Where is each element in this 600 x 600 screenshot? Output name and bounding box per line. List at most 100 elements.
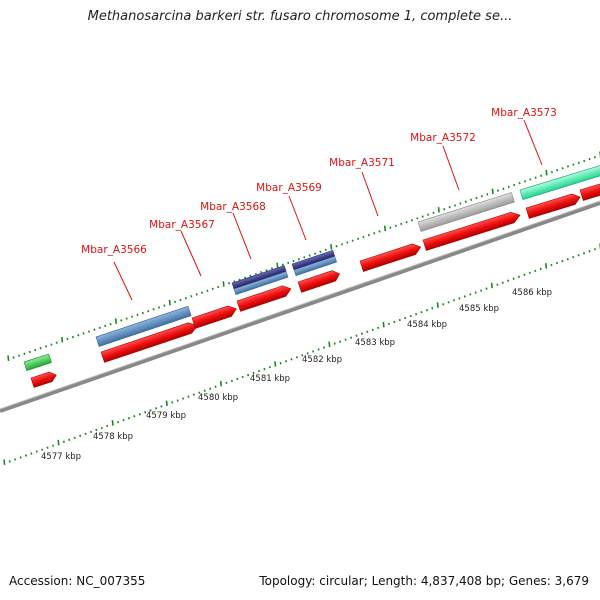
minor-tick [393,320,396,324]
minor-tick [190,295,193,298]
minor-tick [404,316,407,320]
minor-tick [539,267,542,271]
minor-tick [211,287,214,291]
gene-label-mbar-a3573[interactable]: Mbar_A3573 [491,107,557,119]
forward-gene-arrow[interactable] [236,284,293,312]
minor-tick [192,393,195,396]
major-tick [490,282,493,289]
major-tick [219,380,223,387]
minor-tick [100,426,103,430]
minor-tick [464,200,467,203]
gene-bar-mbar-a3568-b[interactable] [233,271,289,296]
gene-bar-green[interactable] [23,353,52,371]
forward-gene-arrow[interactable] [525,192,582,219]
minor-tick [225,381,228,385]
minor-tick [496,189,500,192]
minor-tick [523,180,527,183]
minor-tick [512,277,515,280]
gene-bar-mbar-a3573[interactable] [519,163,600,200]
minor-tick [163,304,166,307]
gene-label-mbar-a3571[interactable]: Mbar_A3571 [329,157,395,169]
minor-tick [555,261,559,265]
minor-tick [463,295,466,298]
forward-gene-arrow[interactable] [422,210,522,251]
minor-tick [474,291,477,294]
minor-tick [50,343,53,346]
gene-bar-mbar-a3572[interactable] [417,192,515,232]
gene-bar-mbar-a3566[interactable] [95,305,192,347]
minor-tick [470,198,473,202]
major-tick [165,400,168,407]
gene-label-mbar-a3567[interactable]: Mbar_A3567 [149,219,215,231]
forward-gene-arrow[interactable] [191,304,238,329]
minor-tick [442,303,445,306]
major-tick [491,188,494,195]
minor-tick [415,312,418,316]
major-tick [222,281,225,287]
minor-tick [540,174,543,177]
kbp-label: 4578 kbp [93,432,133,442]
gene-label-mbar-a3569[interactable]: Mbar_A3569 [256,182,322,194]
minor-tick [18,354,21,357]
minor-tick [485,287,488,290]
major-tick [114,318,117,324]
minor-tick [106,424,109,428]
minor-tick [87,330,91,333]
minor-tick [241,375,244,379]
gene-bar-mbar-a3569-a[interactable] [291,250,335,271]
minor-tick [387,322,391,326]
gene-label-mbar-a3566[interactable]: Mbar_A3566 [81,244,147,256]
gene-bar-mbar-a3568-a[interactable] [231,265,287,290]
forward-gene-arrow[interactable] [30,370,58,388]
minor-tick [279,362,282,365]
minor-tick [480,289,483,292]
minor-tick [431,307,434,310]
gene-label-mbar-a3568[interactable]: Mbar_A3568 [200,201,266,213]
minor-tick [377,326,380,330]
minor-tick [346,241,349,244]
minor-tick [12,356,15,359]
forward-gene-arrow[interactable] [579,179,600,201]
minor-tick [257,369,261,373]
minor-tick [23,352,26,356]
minor-tick [292,259,295,263]
kbp-label: 4582 kbp [302,355,342,365]
minor-tick [133,415,136,418]
minor-tick [425,308,428,312]
kbp-label: 4586 kbp [512,288,552,298]
minor-tick [588,250,591,253]
minor-tick [66,337,69,341]
minor-tick [373,232,376,235]
minor-tick [217,285,220,289]
gene-bar-mbar-a3569-b[interactable] [293,256,337,277]
minor-tick [583,159,586,163]
map-title: Methanosarcina barkeri str. fusaro chrom… [87,9,513,24]
minor-tick [117,420,120,424]
topology-label: Topology: [259,574,316,588]
minor-tick [122,418,125,422]
forward-gene-arrow[interactable] [297,269,341,293]
forward-gene-arrow[interactable] [359,242,422,272]
accession-info: Accession: NC_007355 [9,574,145,588]
minor-tick [295,356,298,359]
minor-tick [52,444,55,447]
genes-label: Genes: [508,574,551,588]
minor-tick [475,196,478,200]
minor-tick [312,350,315,353]
minor-tick [486,193,489,196]
accession-value: NC_007355 [76,574,146,588]
kbp-label: 4579 kbp [146,411,186,421]
minor-tick [360,332,363,335]
minor-tick [39,347,42,350]
major-tick [436,302,439,308]
minor-tick [378,230,381,233]
forward-gene-arrow[interactable] [100,320,199,363]
minor-tick [268,365,271,369]
minor-tick [290,358,293,361]
gene-label-mbar-a3572[interactable]: Mbar_A3572 [410,132,476,144]
minor-tick [174,300,177,304]
minor-tick [200,291,204,294]
genes-value: 3,679 [554,574,589,588]
major-tick [383,225,387,232]
minor-tick [141,311,144,315]
